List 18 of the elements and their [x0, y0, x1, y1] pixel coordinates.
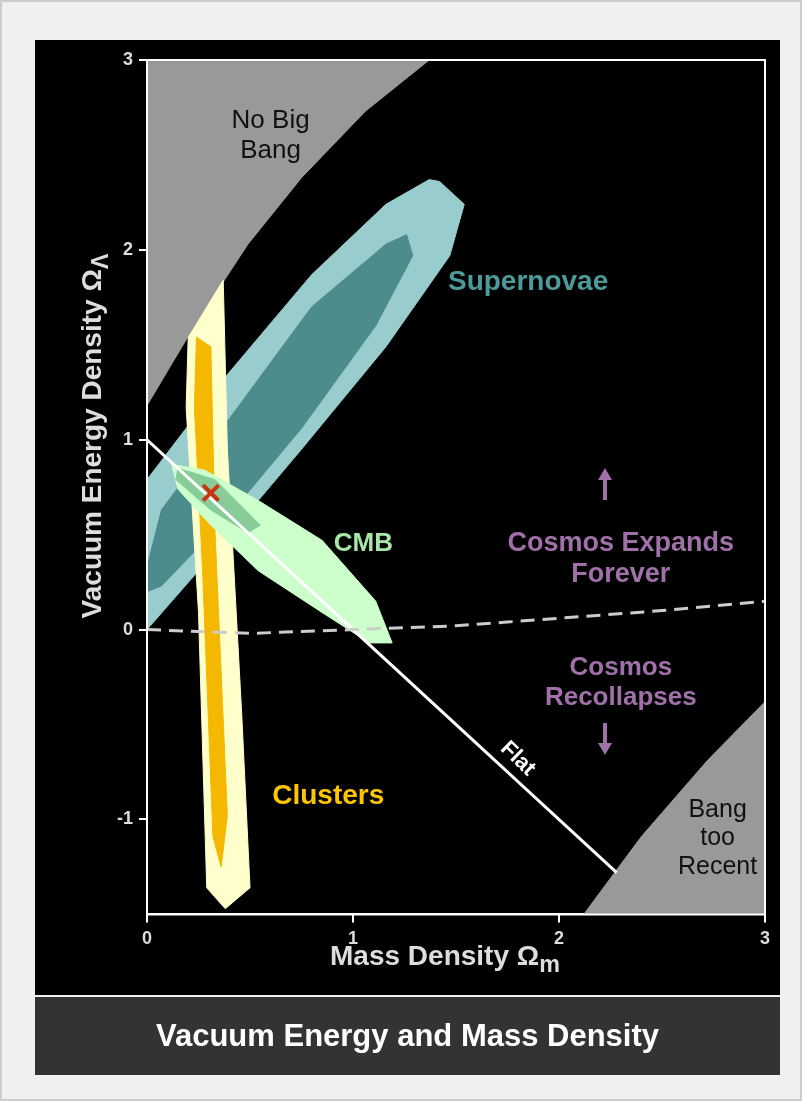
text: Vacuum Energy and Mass Density [35, 997, 780, 1075]
line-series [147, 599, 765, 635]
y-tick-label: 2 [122, 238, 133, 259]
y-tick-label: 0 [122, 618, 133, 639]
annotation: Cosmos Expands Forever [507, 527, 735, 589]
annotation: Clusters [272, 779, 385, 811]
annotation: Flat [496, 735, 543, 781]
y-tick-label: 1 [122, 428, 133, 449]
annotation: Supernovae [447, 264, 609, 296]
annotation: Cosmos Recollapses [544, 650, 697, 711]
y-tick-label: 3 [122, 48, 133, 69]
y-tick-label: -1 [116, 808, 133, 829]
x-tick-label: 0 [142, 928, 153, 949]
annotation: Bang too Recent [678, 793, 758, 880]
annotation: No Big Bang [231, 104, 310, 165]
x-tick-label: 3 [759, 928, 771, 949]
x-tick-label: 2 [553, 928, 565, 949]
annotation: CMB [333, 527, 393, 558]
